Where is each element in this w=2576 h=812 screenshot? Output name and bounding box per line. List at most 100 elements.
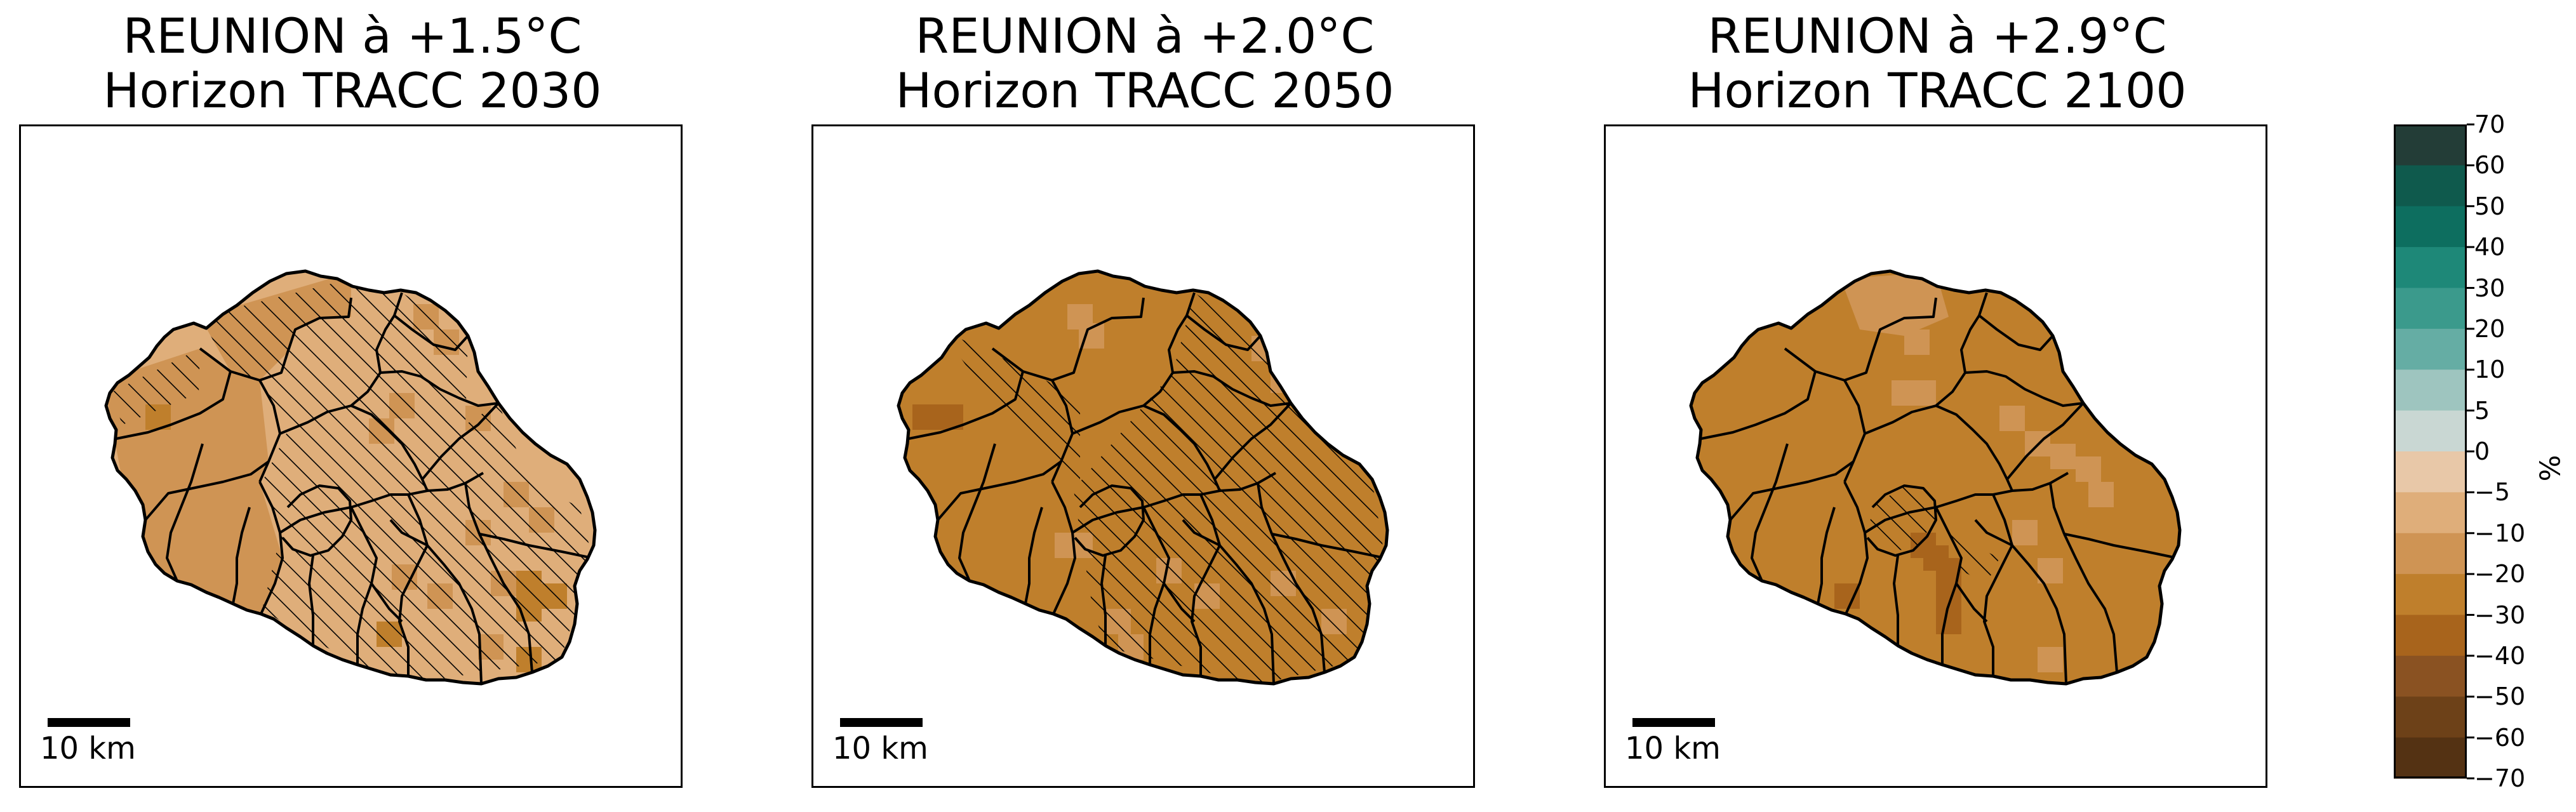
colorbar-unit-label: % [2532,455,2565,482]
commune-border [1817,507,1836,604]
commune-border [479,533,593,559]
colorbar-tick-label: −40 [2474,641,2526,670]
grid-cell [2012,520,2038,545]
panel-title-line1: REUNION à +1.5°C [123,8,582,64]
colorbar-tick-label: 20 [2474,314,2506,343]
grid-cell [912,404,938,430]
scale-bar-label: 10 km [1625,731,1721,766]
colorbar-segment [2394,533,2467,575]
commune-border [2049,483,2065,535]
colorbar-tick-label: −5 [2474,478,2511,507]
commune-border [1163,582,1196,623]
colorbar-tick-label: 5 [2474,396,2490,425]
colorbar-segment [2394,328,2467,370]
map-panel-3: REUNION à +2.9°C Horizon TRACC 2100 10 k… [1604,0,2271,812]
map-panel-1: REUNION à +1.5°C Horizon TRACC 2030 10 k… [19,0,686,812]
grid-cell [2050,444,2076,469]
island-outline [897,269,1389,686]
commune-border [1955,582,1988,623]
colorbar-tick-label: −30 [2474,601,2526,629]
commune-border [1213,402,1292,481]
map-svg: 10 km [40,269,597,766]
commune-border [1271,533,1326,673]
map-frame: 10 km [19,124,683,788]
commune-border [478,533,533,673]
commune-border [1185,314,1262,351]
colorbar-segment [2394,410,2467,452]
commune-border [1072,292,1196,435]
commune-border [1051,481,1076,615]
commune-border [279,489,428,534]
commune-border [937,460,1062,521]
grid-cell [1999,406,2025,431]
commune-border [166,443,204,582]
commune-border [393,314,469,351]
commune-border [1700,371,1817,440]
island-outline [104,269,597,686]
commune-border [308,555,314,646]
grid-cell [2038,647,2063,672]
colorbar-tick-label: −10 [2474,519,2526,547]
commune-border [1071,489,1220,534]
colorbar-gradient [2394,123,2474,780]
commune-border [350,404,484,492]
colorbar-segment [2394,574,2467,615]
colorbar-segment [2394,451,2467,493]
commune-border [1974,519,2013,547]
colorbar-segment [2394,165,2467,207]
colorbar-segment [2394,288,2467,329]
colorbar-segment [2394,615,2467,656]
commune-border [380,370,499,407]
commune-border [2064,533,2178,559]
commune-border [1257,483,1273,535]
scale-bar [840,718,923,727]
commune-border [281,484,352,557]
scale-bar [1632,718,1715,727]
commune-border [1965,370,2084,407]
commune-border [1992,494,2067,684]
map-svg: 10 km [1625,269,2182,766]
colorbar-tick-label: 50 [2474,192,2506,220]
island-fill [1691,271,2180,684]
panel-title-line2: Horizon TRACC 2100 [1688,62,2187,119]
map-svg: 10 km [832,269,1389,766]
map-frame: 10 km [811,124,1475,788]
colorbar-segment [2394,655,2467,697]
commune-border [2006,402,2085,481]
map-panel-2: REUNION à +2.0°C Horizon TRACC 2050 10 k… [811,0,1478,812]
commune-border [279,292,403,435]
panel-title-line2: Horizon TRACC 2050 [895,62,1394,119]
panel-title-line2: Horizon TRACC 2030 [103,62,602,119]
commune-border [398,545,429,676]
commune-border [1983,545,2013,676]
colorbar-segment [2394,737,2467,779]
commune-border [1074,484,1145,557]
commune-border [1864,292,1988,435]
colorbar-tick-label: −60 [2474,723,2526,752]
commune-border [1978,314,2054,351]
colorbar-tick-label: −50 [2474,682,2526,711]
commune-border [199,297,352,382]
commune-border [1100,555,1107,646]
scale-bar [48,718,130,727]
commune-border [1864,489,2013,534]
commune-border [1143,404,1276,492]
commune-border [1843,481,1869,615]
commune-border [407,494,483,684]
commune-border [1199,494,1275,684]
colorbar-segment [2394,369,2467,411]
colorbar-tick-label: 70 [2474,110,2506,138]
scale-bar-label: 10 km [832,731,928,766]
colorbar-tick-label: 40 [2474,233,2506,262]
colorbar-segment [2394,247,2467,288]
commune-border [1751,443,1789,582]
commune-border [1172,370,1291,407]
commune-border [1024,507,1043,604]
commune-border [232,507,251,604]
commune-border [464,483,481,535]
commune-border [1182,519,1220,547]
grid-cell [1834,583,1860,609]
grid-cell [1904,329,1930,355]
commune-border [991,297,1145,382]
colorbar-tick-label: −20 [2474,560,2526,589]
